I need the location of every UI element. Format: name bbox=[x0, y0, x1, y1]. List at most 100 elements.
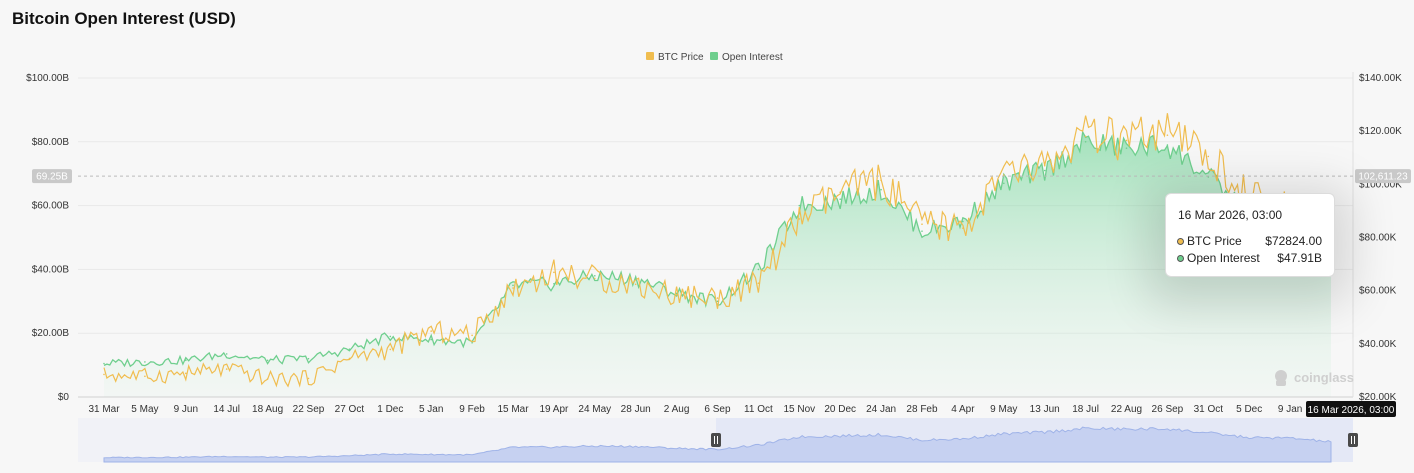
btc-price-point-4 bbox=[266, 378, 269, 380]
tooltip: 16 Mar 2026, 03:00 BTC Price $72824.00 O… bbox=[1165, 193, 1335, 277]
x-tick-6: 27 Oct bbox=[335, 404, 365, 415]
tooltip-row-btc-price: BTC Price $72824.00 bbox=[1177, 234, 1322, 250]
btc-price-point-3 bbox=[225, 368, 228, 370]
y-right-tick-3: $80.00K bbox=[1359, 233, 1397, 244]
x-tick-4: 18 Aug bbox=[252, 404, 283, 415]
x-tick-25: 22 Aug bbox=[1111, 404, 1142, 415]
open-interest-point-0 bbox=[103, 362, 105, 365]
open-interest-point-3 bbox=[225, 353, 228, 355]
btc-price-point-20 bbox=[921, 223, 923, 226]
open-interest-dot-icon bbox=[1177, 255, 1184, 262]
x-tick-5: 22 Sep bbox=[293, 404, 325, 415]
x-tick-12: 24 May bbox=[578, 404, 611, 415]
crosshair: 69.25B 102,611.23 16 Mar 2026, 03:00 bbox=[32, 169, 1411, 417]
range-navigator[interactable] bbox=[78, 418, 1358, 463]
x-tick-8: 5 Jan bbox=[419, 404, 443, 415]
open-interest-point-8 bbox=[430, 338, 433, 341]
x-tick-29: 9 Jan bbox=[1278, 404, 1302, 415]
btc-price-dot-icon bbox=[1177, 238, 1184, 245]
btc-price-point-12 bbox=[594, 277, 596, 280]
tooltip-value-open-interest: $47.91B bbox=[1277, 251, 1322, 265]
grip-handle-icon bbox=[1348, 433, 1358, 447]
btc-price-point-22 bbox=[1003, 174, 1005, 176]
legend-item-open-interest[interactable]: Open Interest bbox=[722, 52, 783, 63]
y-left-tick-3: $60.00B bbox=[32, 201, 70, 212]
x-tick-26: 26 Sep bbox=[1152, 404, 1184, 415]
open-interest-point-20 bbox=[921, 230, 923, 232]
btc-price-point-7 bbox=[389, 348, 392, 351]
open-interest-point-11 bbox=[553, 282, 555, 285]
btc-price-point-2 bbox=[185, 372, 187, 375]
x-tick-7: 1 Dec bbox=[377, 404, 403, 415]
btc-price-point-27 bbox=[1207, 155, 1210, 158]
x-tick-22: 9 May bbox=[990, 404, 1017, 415]
x-tick-10: 15 Mar bbox=[497, 404, 529, 415]
open-interest-point-6 bbox=[348, 348, 351, 350]
y-right-tick-6: $140.00K bbox=[1359, 73, 1402, 84]
x-tick-17: 15 Nov bbox=[783, 404, 815, 415]
x-tick-18: 20 Dec bbox=[824, 404, 856, 415]
btc-price-point-19 bbox=[880, 179, 882, 182]
y-right-tick-2: $60.00K bbox=[1359, 286, 1397, 297]
btc-price-point-13 bbox=[634, 283, 637, 286]
x-tick-28: 5 Dec bbox=[1236, 404, 1262, 415]
open-interest-point-1 bbox=[144, 361, 146, 363]
btc-price-point-11 bbox=[553, 271, 555, 274]
navigator-handle-right[interactable] bbox=[1348, 433, 1358, 447]
legend-item-btc-price[interactable]: BTC Price bbox=[658, 52, 704, 63]
x-tick-16: 11 Oct bbox=[744, 404, 773, 415]
grip-handle-icon bbox=[711, 433, 721, 447]
y-right-tick-5: $120.00K bbox=[1359, 126, 1402, 137]
open-interest-point-7 bbox=[389, 335, 392, 338]
open-interest-point-25 bbox=[1125, 147, 1128, 149]
crosshair-right-label: 102,611.23 bbox=[1358, 172, 1408, 183]
x-tick-13: 28 Jun bbox=[621, 404, 651, 415]
open-interest-point-2 bbox=[185, 359, 187, 362]
legend-swatch-open-interest bbox=[710, 52, 718, 60]
x-tick-14: 2 Aug bbox=[664, 404, 690, 415]
open-interest-point-12 bbox=[594, 274, 596, 277]
navigator-series bbox=[103, 426, 1332, 463]
x-tick-3: 14 Jul bbox=[213, 404, 240, 415]
x-tick-19: 24 Jan bbox=[866, 404, 896, 415]
btc-price-point-0 bbox=[103, 373, 105, 376]
btc-price-point-15 bbox=[716, 297, 719, 299]
y-left-tick-2: $40.00B bbox=[32, 264, 70, 275]
watermark-text: coinglass bbox=[1294, 370, 1354, 385]
btc-price-point-1 bbox=[144, 375, 146, 378]
tooltip-date: 16 Mar 2026, 03:00 bbox=[1178, 208, 1283, 222]
x-tick-20: 28 Feb bbox=[906, 404, 938, 415]
btc-price-point-21 bbox=[962, 227, 964, 229]
btc-price-point-10 bbox=[512, 287, 514, 289]
y-left-tick-4: $80.00B bbox=[32, 137, 70, 148]
btc-price-point-6 bbox=[348, 357, 351, 360]
y-left-tick-0: $0 bbox=[58, 392, 70, 403]
btc-price-point-24 bbox=[1084, 135, 1087, 138]
open-interest-point-16 bbox=[757, 268, 760, 271]
legend[interactable]: BTC Price Open Interest bbox=[646, 52, 783, 63]
page-title: Bitcoin Open Interest (USD) bbox=[12, 9, 236, 28]
tooltip-value-btc-price: $72824.00 bbox=[1265, 234, 1322, 248]
y-left-tick-1: $20.00B bbox=[32, 328, 70, 339]
open-interest-point-13 bbox=[634, 278, 637, 280]
series-open-interest-area bbox=[104, 132, 1331, 397]
plot-area bbox=[103, 113, 1332, 397]
y-right-tick-0: $20.00K bbox=[1359, 392, 1397, 403]
btc-price-point-23 bbox=[1043, 164, 1046, 167]
btc-price-point-25 bbox=[1125, 139, 1128, 142]
crosshair-x-tag bbox=[1306, 401, 1396, 417]
open-interest-point-14 bbox=[675, 292, 678, 295]
x-tick-24: 18 Jul bbox=[1072, 404, 1099, 415]
open-interest-point-23 bbox=[1043, 169, 1046, 172]
btc-price-point-26 bbox=[1166, 134, 1169, 136]
x-tick-11: 19 Apr bbox=[539, 404, 569, 415]
btc-price-point-5 bbox=[307, 377, 310, 380]
series-btc-price-line bbox=[103, 113, 1332, 388]
axes: $0 $20.00B $40.00B $60.00B $80.00B $100.00B $2… bbox=[26, 72, 1402, 415]
tooltip-label-open-interest: Open Interest bbox=[1187, 251, 1260, 265]
open-interest-point-10 bbox=[512, 284, 514, 287]
tooltip-row-open-interest: Open Interest $47.91B bbox=[1177, 251, 1322, 267]
navigator-handle-left[interactable] bbox=[711, 433, 721, 447]
x-tick-27: 31 Oct bbox=[1194, 404, 1224, 415]
